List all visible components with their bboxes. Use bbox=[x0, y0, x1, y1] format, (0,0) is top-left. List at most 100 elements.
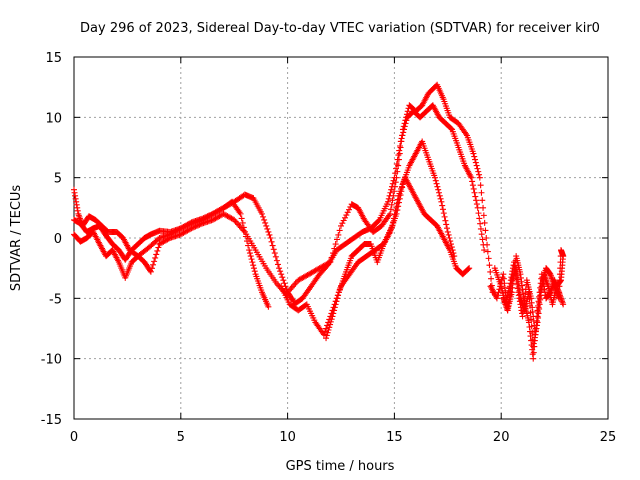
data-point bbox=[334, 295, 341, 302]
data-point bbox=[181, 223, 188, 230]
data-point bbox=[398, 188, 405, 195]
x-tick-label: 15 bbox=[386, 430, 403, 445]
data-point bbox=[478, 231, 485, 238]
data-point bbox=[393, 161, 400, 168]
data-point bbox=[472, 193, 479, 200]
data-point bbox=[147, 268, 154, 275]
data-point bbox=[389, 197, 396, 204]
data-point bbox=[176, 226, 183, 233]
data-point bbox=[263, 222, 270, 229]
data-point bbox=[276, 265, 283, 272]
y-tick-label: 10 bbox=[45, 111, 62, 126]
data-point bbox=[482, 227, 489, 234]
data-point bbox=[279, 274, 286, 281]
data-point bbox=[471, 189, 478, 196]
data-point bbox=[396, 195, 403, 202]
data-point bbox=[250, 262, 257, 269]
data-point bbox=[465, 265, 472, 272]
data-point bbox=[451, 253, 458, 260]
grid-lines bbox=[74, 57, 608, 419]
data-point bbox=[400, 129, 407, 136]
data-point bbox=[154, 247, 161, 254]
series-track-b bbox=[71, 186, 272, 310]
series-track-g bbox=[323, 138, 458, 342]
y-axis-label: SDTVAR / TECUs bbox=[9, 185, 24, 292]
data-point bbox=[336, 227, 343, 234]
data-point bbox=[394, 207, 401, 214]
data-point bbox=[480, 204, 487, 211]
data-point bbox=[191, 224, 198, 231]
data-point bbox=[386, 192, 393, 199]
data-point bbox=[333, 298, 340, 305]
x-tick-label: 5 bbox=[177, 430, 185, 445]
data-point bbox=[448, 241, 455, 248]
data-point bbox=[325, 327, 332, 334]
axis-ticks bbox=[73, 56, 609, 420]
data-point bbox=[479, 197, 486, 204]
y-tick-label: 15 bbox=[45, 51, 62, 66]
data-point bbox=[258, 210, 265, 217]
data-point bbox=[237, 210, 244, 217]
data-point bbox=[525, 289, 532, 296]
data-point bbox=[560, 253, 567, 260]
data-point bbox=[433, 180, 440, 187]
data-point bbox=[404, 108, 411, 115]
data-point bbox=[439, 202, 446, 209]
data-point bbox=[477, 182, 484, 189]
data-point bbox=[268, 238, 275, 245]
data-point bbox=[277, 268, 284, 275]
data-point bbox=[529, 330, 536, 337]
data-point bbox=[432, 177, 439, 184]
data-point bbox=[469, 178, 476, 185]
data-point bbox=[528, 323, 535, 330]
data-point bbox=[271, 250, 278, 257]
data-point bbox=[477, 220, 484, 227]
data-point bbox=[274, 261, 281, 268]
data-point bbox=[398, 135, 405, 142]
data-points bbox=[71, 81, 567, 362]
series-track-c bbox=[71, 210, 291, 299]
data-point bbox=[266, 231, 273, 238]
data-point bbox=[474, 204, 481, 211]
data-point bbox=[435, 189, 442, 196]
data-point bbox=[394, 156, 401, 163]
data-point bbox=[388, 201, 395, 208]
data-point bbox=[475, 168, 482, 175]
data-point bbox=[269, 242, 276, 249]
data-point bbox=[480, 241, 487, 248]
data-point bbox=[150, 261, 157, 268]
data-point bbox=[389, 180, 396, 187]
data-point bbox=[344, 209, 351, 216]
data-point bbox=[331, 307, 338, 314]
data-point bbox=[473, 162, 480, 169]
data-point bbox=[330, 310, 337, 317]
data-point bbox=[236, 222, 243, 229]
data-point bbox=[436, 192, 443, 199]
data-point bbox=[530, 355, 537, 362]
data-point bbox=[152, 254, 159, 261]
data-point bbox=[484, 248, 491, 255]
data-point bbox=[188, 225, 195, 232]
data-point bbox=[478, 189, 485, 196]
y-tick-label: -15 bbox=[41, 413, 62, 428]
data-point bbox=[556, 289, 563, 296]
data-point bbox=[485, 255, 492, 262]
data-point bbox=[323, 332, 330, 339]
data-point bbox=[183, 222, 190, 229]
data-point bbox=[240, 227, 247, 234]
data-point bbox=[272, 253, 279, 260]
data-point bbox=[471, 153, 478, 160]
data-point bbox=[291, 281, 298, 288]
data-point bbox=[261, 216, 268, 223]
data-point bbox=[466, 265, 473, 272]
data-point bbox=[338, 222, 344, 229]
data-point bbox=[441, 213, 448, 220]
data-point bbox=[431, 174, 438, 181]
data-point bbox=[333, 236, 340, 243]
data-point bbox=[480, 212, 487, 219]
data-point bbox=[233, 219, 240, 226]
data-point bbox=[493, 295, 500, 302]
data-point bbox=[343, 212, 350, 219]
data-point bbox=[435, 186, 442, 193]
data-point bbox=[151, 258, 158, 265]
